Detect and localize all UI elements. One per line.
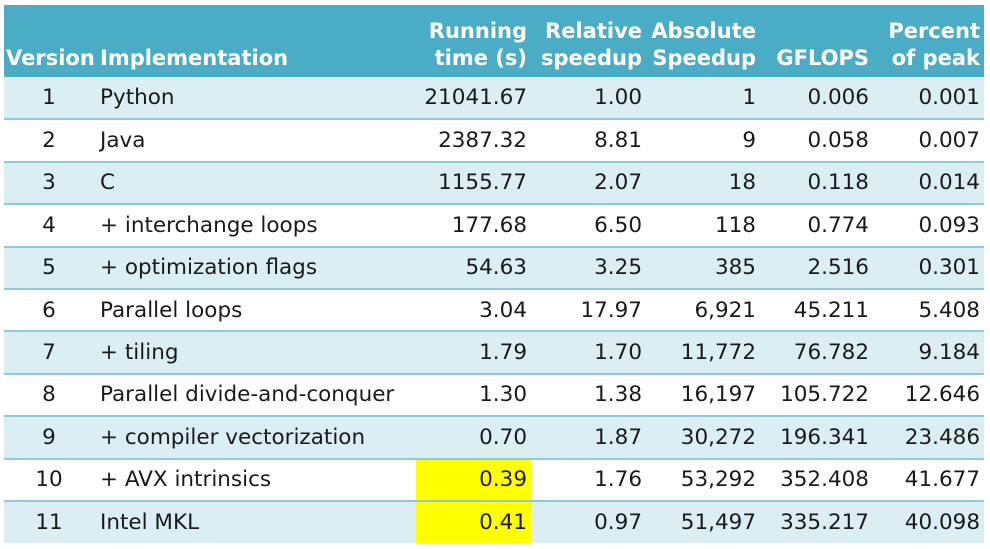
cell-gflops: 2.516 — [760, 246, 873, 290]
cell-percent-of-peak: 0.001 — [873, 77, 984, 121]
table-row: 1 Python 21041.67 1.00 1 0.006 0.001 — [4, 77, 984, 121]
cell-absolute-speedup: 16,197 — [646, 373, 760, 418]
table-row: 3 C 1155.77 2.07 18 0.118 0.014 — [4, 161, 984, 206]
cell-version: 7 — [4, 331, 94, 375]
header-relative-speedup: Relative speedup — [540, 19, 642, 70]
cell-absolute-speedup: 6,921 — [646, 288, 760, 333]
table-row: 4 + interchange loops 177.68 6.50 118 0.774 0.… — [4, 204, 984, 248]
cell-running-time: 177.68 — [416, 204, 531, 248]
cell-absolute-speedup: 11,772 — [646, 331, 760, 375]
cell-relative-speedup: 1.76 — [531, 458, 646, 502]
cell-relative-speedup: 17.97 — [531, 288, 646, 333]
table-row: 10 + AVX intrinsics 0.39 1.76 53,292 352.408 4… — [4, 458, 984, 502]
cell-version: 5 — [4, 246, 94, 290]
cell-gflops: 45.211 — [760, 288, 873, 333]
cell-gflops: 0.118 — [760, 161, 873, 206]
cell-version: 1 — [4, 77, 94, 121]
performance-table: Version Implementation Running time (s) R… — [4, 5, 984, 544]
cell-absolute-speedup: 18 — [646, 161, 760, 206]
cell-running-time: 0.70 — [416, 416, 531, 460]
cell-implementation: Java — [94, 119, 416, 163]
cell-relative-speedup: 1.70 — [531, 331, 646, 375]
cell-gflops: 0.774 — [760, 204, 873, 248]
cell-gflops: 105.722 — [760, 373, 873, 418]
cell-implementation: Parallel loops — [94, 288, 416, 333]
cell-percent-of-peak: 5.408 — [873, 288, 984, 333]
cell-absolute-speedup: 53,292 — [646, 458, 760, 502]
header-gflops: GFLOPS — [776, 46, 869, 70]
cell-gflops: 335.217 — [780, 510, 869, 536]
cell-relative-speedup: 0.97 — [594, 510, 642, 536]
cell-percent-of-peak: 0.007 — [873, 119, 984, 163]
cell-relative-speedup: 8.81 — [531, 119, 646, 163]
table-row: 6 Parallel loops 3.04 17.97 6,921 45.211 5.408 — [4, 288, 984, 333]
cell-gflops: 76.782 — [760, 331, 873, 375]
cell-absolute-speedup: 118 — [646, 204, 760, 248]
cell-relative-speedup: 1.87 — [531, 416, 646, 460]
cell-gflops: 0.006 — [760, 77, 873, 121]
cell-percent-of-peak: 40.098 — [904, 510, 980, 536]
cell-version: 8 — [4, 373, 94, 418]
cell-implementation: + optimization flags — [94, 246, 416, 290]
cell-absolute-speedup: 51,497 — [680, 510, 756, 536]
cell-implementation: C — [94, 161, 416, 206]
cell-running-time: 1.30 — [416, 373, 531, 418]
cell-relative-speedup: 6.50 — [531, 204, 646, 248]
cell-running-time: 2387.32 — [416, 119, 531, 163]
cell-percent-of-peak: 0.301 — [873, 246, 984, 290]
cell-implementation: + AVX intrinsics — [94, 458, 416, 502]
cell-implementation: + interchange loops — [94, 204, 416, 248]
cell-percent-of-peak: 0.014 — [873, 161, 984, 206]
table-row: 5 + optimization flags 54.63 3.25 385 2.516 0.… — [4, 246, 984, 290]
cell-version: 2 — [4, 119, 94, 163]
table-row: 7 + tiling 1.79 1.70 11,772 76.782 9.184 — [4, 331, 984, 375]
cell-relative-speedup: 1.38 — [531, 373, 646, 418]
cell-percent-of-peak: 9.184 — [873, 331, 984, 375]
header-percent-of-peak: Percent of peak — [888, 19, 980, 70]
cell-running-time: 21041.67 — [416, 77, 531, 121]
cell-gflops: 196.341 — [760, 416, 873, 460]
cell-version: 11 — [35, 510, 63, 536]
cell-gflops: 352.408 — [760, 458, 873, 502]
cell-absolute-speedup: 9 — [646, 119, 760, 163]
header-running-time: Running time (s) — [428, 19, 527, 70]
cell-version: 3 — [4, 161, 94, 206]
table-body: 1 Python 21041.67 1.00 1 0.006 0.001 2 Java 2387.… — [4, 77, 984, 544]
cell-running-time: 3.04 — [416, 288, 531, 333]
cell-implementation: Python — [94, 77, 416, 121]
cell-implementation: Parallel divide-and-conquer — [94, 373, 416, 418]
cell-relative-speedup: 2.07 — [531, 161, 646, 206]
cell-version: 6 — [4, 288, 94, 333]
cell-absolute-speedup: 30,272 — [646, 416, 760, 460]
cell-relative-speedup: 3.25 — [531, 246, 646, 290]
cell-running-time: 0.39 — [416, 458, 531, 502]
cell-running-time: 1155.77 — [416, 161, 531, 206]
cell-version: 4 — [4, 204, 94, 248]
cell-running-time: 54.63 — [416, 246, 531, 290]
cell-implementation: + tiling — [94, 331, 416, 375]
cell-implementation: Intel MKL — [100, 510, 200, 536]
header-row: Version Implementation Running time (s) R… — [4, 5, 984, 77]
cell-absolute-speedup: 1 — [646, 77, 760, 121]
cell-relative-speedup: 1.00 — [531, 77, 646, 121]
cell-percent-of-peak: 23.486 — [873, 416, 984, 460]
cell-gflops: 0.058 — [760, 119, 873, 163]
header-absolute-speedup: Absolute Speedup — [651, 19, 756, 70]
cell-absolute-speedup: 385 — [646, 246, 760, 290]
cell-implementation: + compiler vectorization — [94, 416, 416, 460]
cell-version: 9 — [4, 416, 94, 460]
cell-version: 10 — [4, 458, 94, 502]
cell-percent-of-peak: 12.646 — [873, 373, 984, 418]
table-row: 2 Java 2387.32 8.81 9 0.058 0.007 — [4, 119, 984, 163]
table-row: 8 Parallel divide-and-conquer 1.30 1.38 16,1… — [4, 373, 984, 418]
table-row: 9 + compiler vectorization 0.70 1.87 30,272 1… — [4, 416, 984, 460]
table-row: 11 Intel MKL 0.41 0.97 51,497 335.217 40.098 — [4, 500, 984, 544]
cell-percent-of-peak: 41.677 — [873, 458, 984, 502]
header-implementation: Implementation — [100, 46, 289, 70]
header-version: Version — [6, 46, 95, 70]
cell-running-time: 0.41 — [416, 500, 531, 544]
cell-running-time: 1.79 — [416, 331, 531, 375]
cell-percent-of-peak: 0.093 — [873, 204, 984, 248]
